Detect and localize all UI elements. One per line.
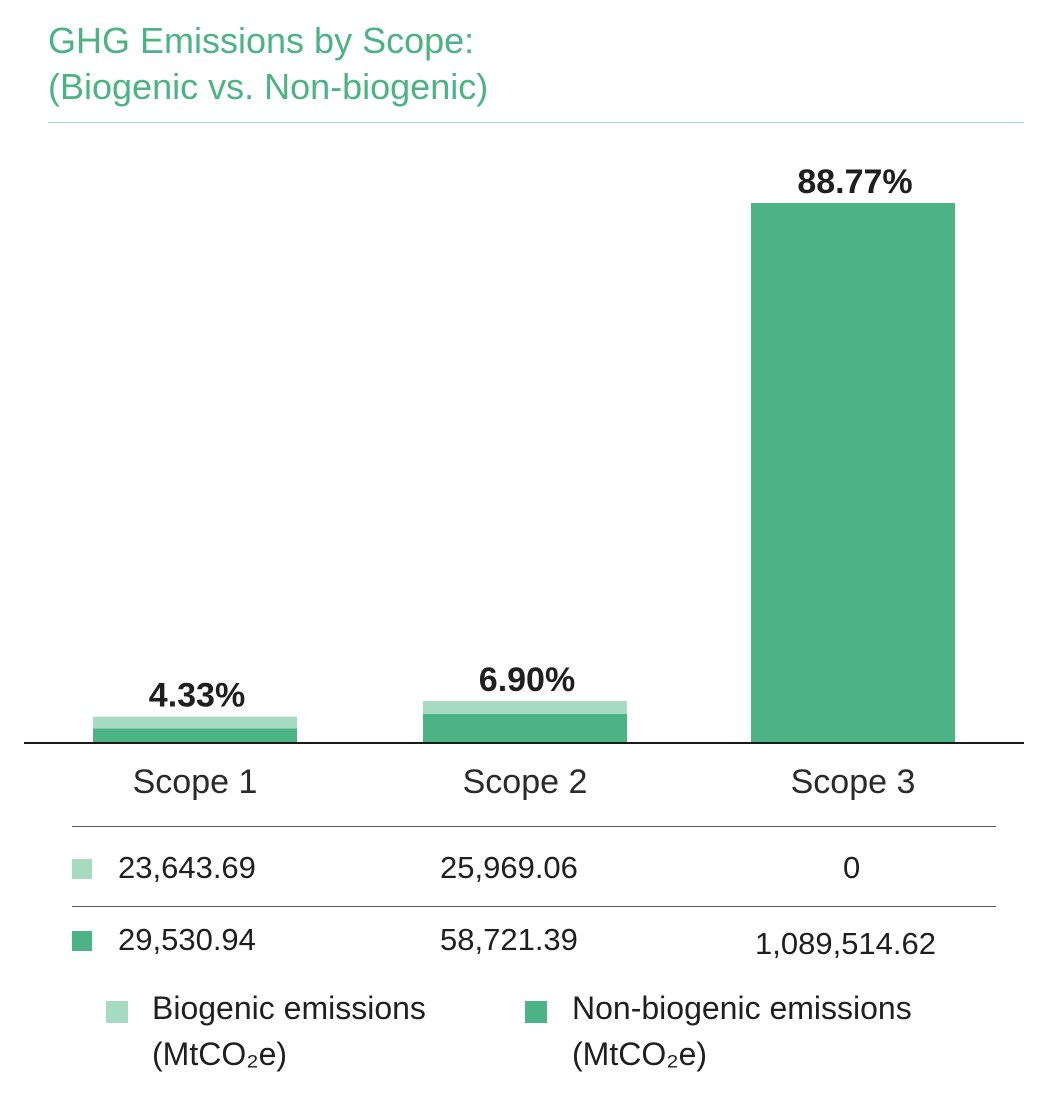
bar-percent-label-3: 88.77% bbox=[797, 163, 912, 201]
x-tick-label-scope-3: Scope 3 bbox=[791, 763, 916, 801]
legend-non-biogenic-swatch-icon bbox=[525, 1001, 547, 1023]
bar-non-biogenic-3 bbox=[751, 203, 955, 743]
bar-biogenic-2 bbox=[423, 701, 627, 714]
non-biogenic-swatch-icon bbox=[72, 931, 92, 951]
biogenic-swatch-icon bbox=[72, 859, 92, 879]
table-cell-scope1-non-biogenic: 29,530.94 bbox=[118, 922, 256, 957]
bar-non-biogenic-1 bbox=[93, 728, 297, 743]
stacked-bar-chart: 4.33% Scope 1 6.90% Scope 2 88.77% Scope 3 bbox=[24, 163, 1024, 801]
bar-percent-label-1: 4.33% bbox=[149, 677, 245, 715]
x-tick-label-scope-2: Scope 2 bbox=[463, 763, 588, 801]
bar-percent-label-2: 6.90% bbox=[479, 661, 575, 699]
title-divider bbox=[48, 122, 1024, 123]
legend-biogenic-swatch-icon bbox=[106, 1001, 128, 1023]
bar-non-biogenic-2 bbox=[423, 713, 627, 743]
table-cell-scope3-biogenic: 0 bbox=[843, 850, 861, 885]
legend-biogenic-line-2: (MtCO₂e) bbox=[152, 1036, 288, 1072]
legend-biogenic-line-1: Biogenic emissions bbox=[152, 990, 426, 1026]
table-cell-scope2-non-biogenic: 58,721.39 bbox=[440, 922, 578, 957]
legend-non-biogenic-line-1: Non-biogenic emissions bbox=[572, 990, 912, 1026]
x-tick-label-scope-1: Scope 1 bbox=[133, 763, 258, 801]
chart-title: GHG Emissions by Scope: (Biogenic vs. No… bbox=[48, 18, 1008, 110]
bar-biogenic-1 bbox=[93, 716, 297, 729]
table-cell-scope1-biogenic: 23,643.69 bbox=[118, 850, 256, 885]
table-cell-scope3-non-biogenic: 1,089,514.62 bbox=[755, 926, 937, 961]
legend-biogenic-label: Biogenic emissions (MtCO₂e) bbox=[152, 985, 426, 1077]
legend-non-biogenic-label: Non-biogenic emissions (MtCO₂e) bbox=[572, 985, 912, 1077]
chart-title-line-1: GHG Emissions by Scope: bbox=[48, 20, 475, 61]
table-top-divider bbox=[72, 826, 996, 827]
table-row-divider bbox=[72, 906, 996, 907]
legend-non-biogenic-line-2: (MtCO₂e) bbox=[572, 1036, 708, 1072]
chart-title-line-2: (Biogenic vs. Non-biogenic) bbox=[48, 66, 489, 107]
table-cell-scope2-biogenic: 25,969.06 bbox=[440, 850, 578, 885]
